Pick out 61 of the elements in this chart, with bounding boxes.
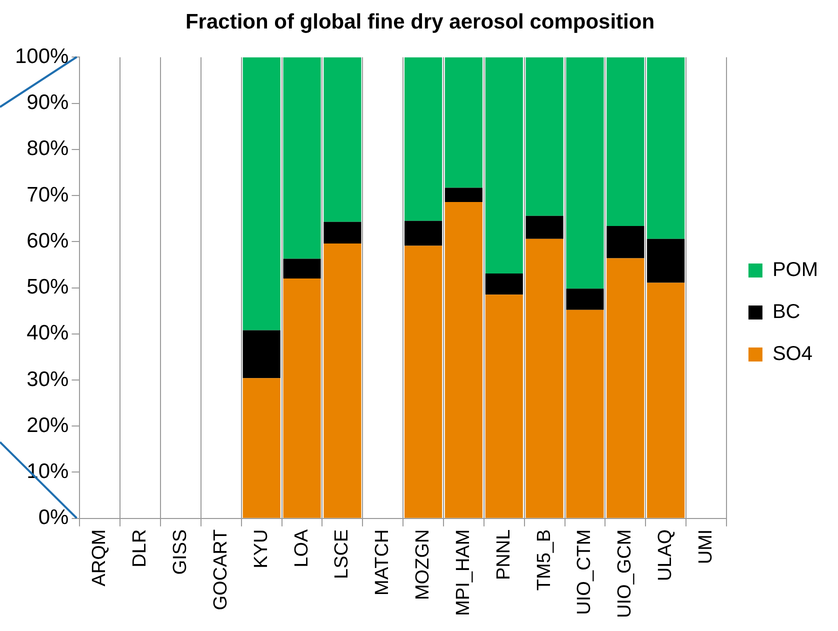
x-tick-label: KYU — [250, 529, 272, 568]
y-tick-label: 70% — [26, 183, 69, 206]
bar — [404, 57, 442, 221]
x-tick-label: TM5_B — [534, 529, 555, 591]
bar — [485, 273, 523, 295]
bar — [485, 294, 523, 518]
bar — [242, 330, 280, 378]
bar — [444, 57, 483, 188]
x-tick-label: GISS — [170, 529, 191, 575]
y-tick-label: 50% — [26, 276, 69, 299]
y-tick-label: 10% — [26, 460, 69, 484]
bar — [566, 57, 604, 289]
x-tick-label: UIO_CTM — [574, 529, 596, 615]
y-tick-label: 30% — [26, 368, 69, 391]
bar — [242, 378, 280, 518]
bar — [283, 278, 321, 518]
x-tick-label: GOCART — [210, 528, 232, 610]
x-tick-label: DLR — [130, 529, 151, 568]
bar — [444, 202, 483, 518]
bar — [606, 258, 644, 518]
bar — [242, 57, 280, 330]
bar — [404, 220, 442, 246]
y-tick-label: 90% — [26, 91, 69, 114]
x-tick-label: MATCH — [372, 529, 394, 596]
y-tick-label: 20% — [26, 414, 69, 437]
legend-label: SO4 — [772, 343, 812, 366]
x-tick-label: MOZGN — [412, 529, 434, 600]
x-tick-label: ULAQ — [655, 529, 676, 582]
y-tick-label: 60% — [26, 229, 69, 252]
bar — [647, 238, 685, 283]
x-tick-label: LSCE — [332, 529, 353, 579]
bar — [647, 57, 685, 239]
bar — [526, 216, 564, 239]
bar — [283, 258, 321, 279]
y-tick-label: 0% — [38, 506, 69, 530]
x-tick-label: UIO_GCM — [614, 529, 636, 618]
x-tick-label: UMI — [695, 529, 716, 564]
x-tick-label: ARQM — [89, 529, 110, 586]
x-tick-label: MPI_HAM — [452, 529, 474, 616]
y-tick-label: 80% — [26, 137, 69, 160]
y-tick-label: 100% — [14, 44, 69, 68]
legend-label: BC — [772, 301, 800, 324]
bar — [566, 310, 604, 518]
bar — [324, 57, 362, 222]
bar — [485, 57, 523, 274]
bar — [647, 282, 685, 518]
legend-label: POM — [772, 259, 818, 282]
bar — [606, 226, 644, 258]
bar — [444, 188, 483, 202]
chart-title: Fraction of global fine dry aerosol composition — [185, 10, 655, 34]
bar — [283, 57, 321, 259]
bar — [324, 222, 362, 244]
y-tick-label: 40% — [26, 322, 69, 345]
bar — [606, 57, 644, 226]
bar — [526, 57, 564, 216]
x-tick-label: LOA — [291, 529, 312, 568]
bar — [566, 288, 604, 310]
x-tick-label: PNNL — [493, 529, 514, 580]
bar — [324, 243, 362, 518]
bar — [526, 238, 564, 518]
bar — [404, 246, 442, 518]
